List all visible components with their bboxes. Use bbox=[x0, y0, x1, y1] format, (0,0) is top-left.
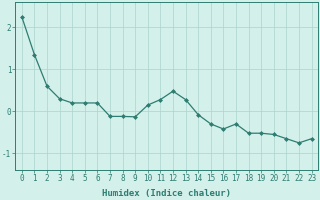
X-axis label: Humidex (Indice chaleur): Humidex (Indice chaleur) bbox=[102, 189, 231, 198]
